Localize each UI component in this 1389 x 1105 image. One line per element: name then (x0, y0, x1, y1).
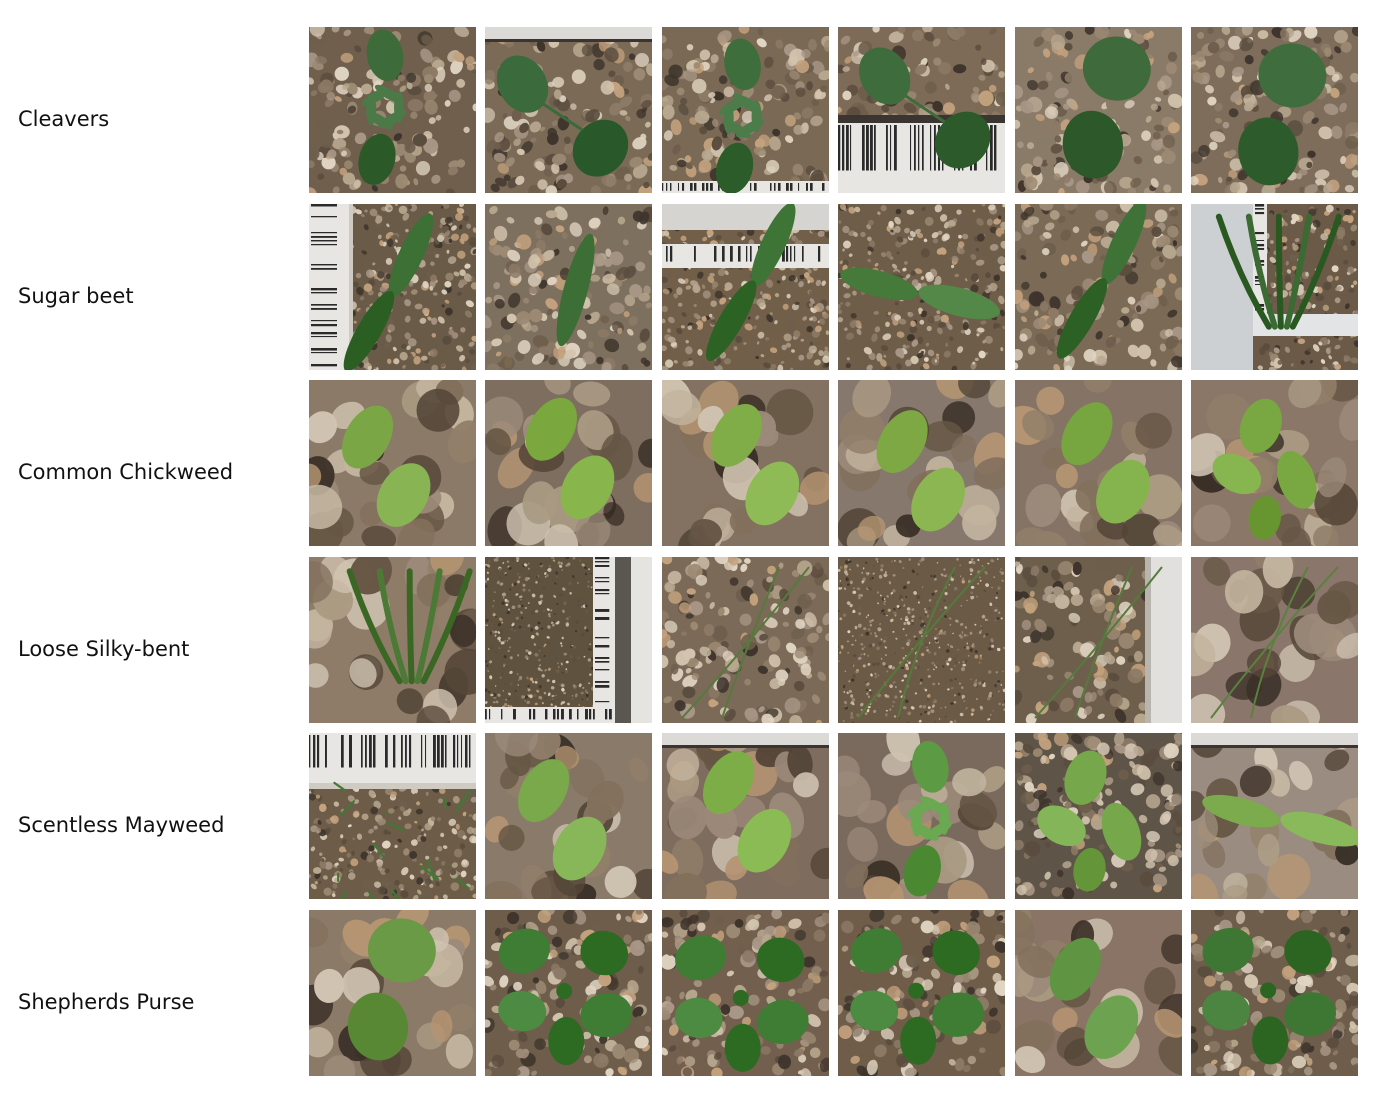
seedling-photo (838, 380, 1005, 546)
seedling-photo (1191, 380, 1358, 546)
seedling-photo (1015, 27, 1182, 193)
row-label: Sugar beet (18, 284, 134, 308)
row-label: Common Chickweed (18, 460, 234, 484)
seedling-photo (662, 557, 829, 723)
seedling-photo (838, 733, 1005, 899)
seedling-photo (662, 27, 829, 193)
seedling-photo (309, 380, 476, 546)
seedling-photo (662, 733, 829, 899)
row-label: Loose Silky-bent (18, 637, 190, 661)
seedling-photo (309, 204, 476, 370)
seedling-photo (1191, 733, 1358, 899)
row-label: Cleavers (18, 107, 110, 131)
seedling-photo (838, 557, 1005, 723)
seedling-photo (485, 557, 652, 723)
seedling-photo (1015, 380, 1182, 546)
seedling-photo (309, 557, 476, 723)
seedling-photo (309, 910, 476, 1076)
seedling-photo (838, 204, 1005, 370)
row-label: Scentless Mayweed (18, 813, 225, 837)
seedling-photo (1191, 27, 1358, 193)
seedling-photo (838, 910, 1005, 1076)
seedling-photo (485, 204, 652, 370)
seedling-photo (1015, 204, 1182, 370)
seedling-photo (1191, 557, 1358, 723)
seedling-photo (1015, 733, 1182, 899)
seedling-photo (662, 910, 829, 1076)
seedling-photo (309, 733, 476, 899)
seedling-photo (662, 380, 829, 546)
seedling-photo (662, 204, 829, 370)
seedling-photo (485, 910, 652, 1076)
row-label: Shepherds Purse (18, 990, 195, 1014)
seedling-photo (1191, 204, 1358, 370)
seedling-photo (1015, 557, 1182, 723)
seedling-photo (1015, 910, 1182, 1076)
seedling-photo (485, 27, 652, 193)
seedling-photo (838, 27, 1005, 193)
seedling-photo (1191, 910, 1358, 1076)
seedling-photo (309, 27, 476, 193)
seedling-photo (485, 380, 652, 546)
seedling-photo (485, 733, 652, 899)
